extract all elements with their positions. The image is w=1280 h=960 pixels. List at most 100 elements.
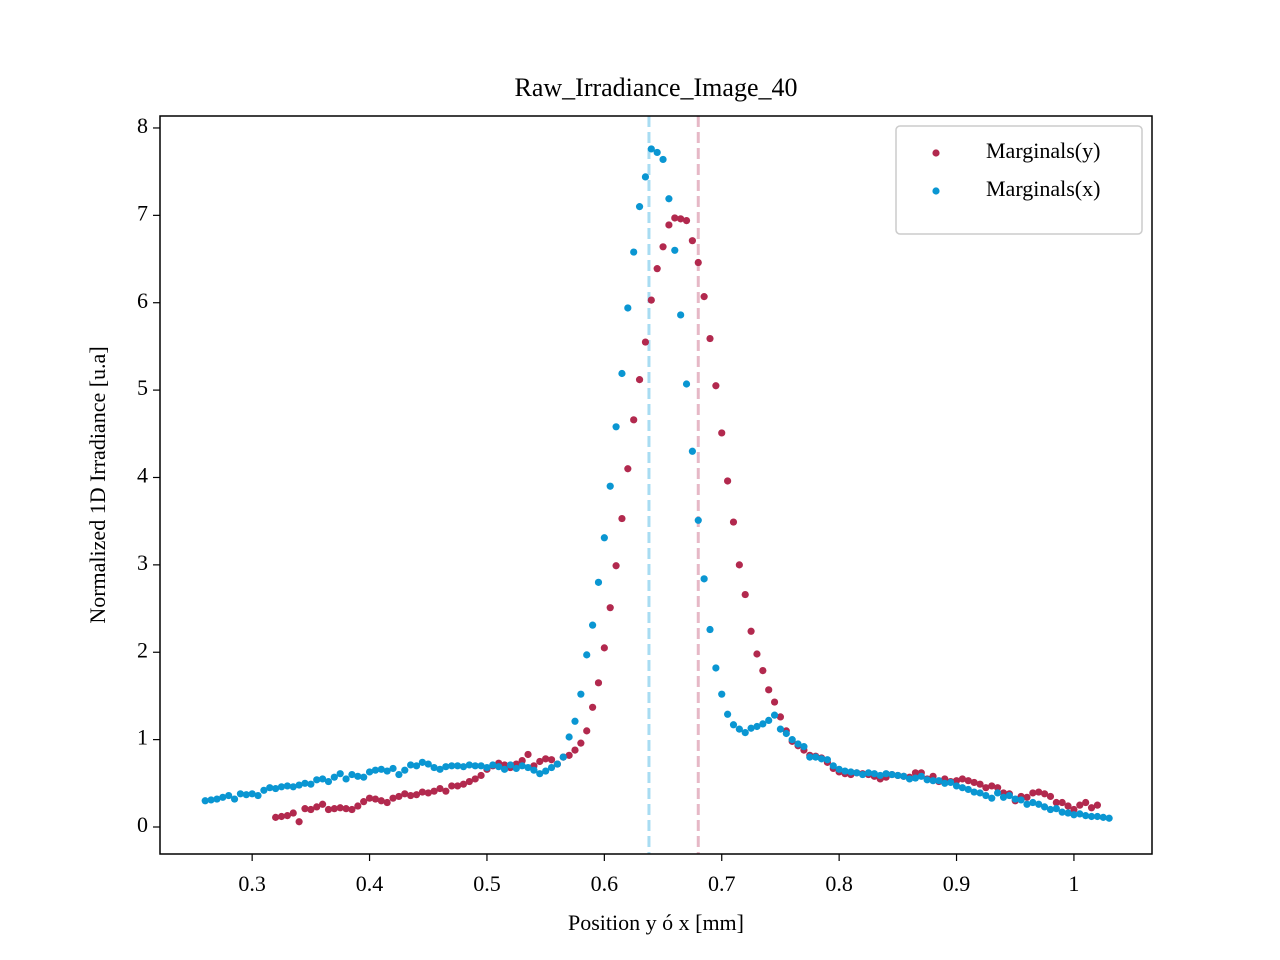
- data-point: [283, 782, 291, 790]
- data-point: [712, 664, 720, 672]
- data-point: [753, 722, 761, 731]
- data-point: [207, 796, 215, 804]
- data-point: [835, 765, 843, 773]
- data-point: [395, 770, 403, 779]
- data-point: [577, 690, 585, 698]
- data-point: [1052, 798, 1060, 807]
- data-point: [753, 650, 761, 658]
- data-point: [371, 766, 380, 774]
- data-point: [847, 768, 855, 776]
- data-point: [765, 716, 773, 724]
- data-point: [583, 727, 591, 735]
- data-point: [641, 173, 650, 181]
- data-point: [583, 651, 591, 659]
- data-point: [982, 791, 990, 800]
- data-point: [712, 382, 720, 390]
- data-point: [1082, 798, 1090, 807]
- y-tick-label: 2: [137, 637, 148, 662]
- data-point: [724, 710, 732, 718]
- data-point: [324, 805, 333, 814]
- data-point: [295, 818, 303, 826]
- data-point: [1105, 814, 1113, 822]
- data-point: [606, 604, 614, 612]
- data-point: [436, 765, 444, 773]
- data-point: [929, 777, 937, 785]
- x-tick-label: 0.5: [473, 871, 501, 896]
- data-point: [477, 771, 485, 780]
- data-point: [741, 729, 749, 737]
- x-tick-label: 0.8: [825, 871, 853, 896]
- data-point: [694, 516, 702, 524]
- data-point: [348, 805, 356, 814]
- data-point: [512, 764, 520, 773]
- data-point: [641, 338, 650, 346]
- data-point: [947, 778, 955, 787]
- legend-label: Marginals(x): [986, 176, 1100, 201]
- data-point: [870, 770, 878, 778]
- data-point: [365, 768, 374, 776]
- data-point: [301, 805, 309, 813]
- data-point: [800, 743, 808, 751]
- data-point: [295, 781, 303, 789]
- data-point: [759, 666, 767, 675]
- data-point: [624, 465, 632, 473]
- data-point: [770, 698, 779, 706]
- data-point: [630, 248, 638, 256]
- data-point: [383, 798, 391, 807]
- data-point: [630, 416, 638, 424]
- data-point: [759, 720, 767, 728]
- data-point: [459, 763, 468, 771]
- data-point: [788, 736, 796, 744]
- x-tick-label: 0.6: [591, 871, 619, 896]
- data-point: [935, 777, 943, 785]
- data-point: [618, 369, 626, 378]
- data-point: [483, 763, 491, 772]
- data-point: [952, 777, 961, 785]
- data-point: [911, 769, 920, 777]
- data-point: [565, 733, 573, 741]
- data-point: [1023, 800, 1031, 808]
- data-point: [536, 757, 544, 766]
- data-point: [729, 721, 738, 729]
- data-point: [542, 767, 550, 775]
- y-tick-label: 5: [137, 375, 148, 400]
- data-point: [571, 717, 579, 725]
- data-point: [318, 800, 327, 808]
- data-point: [277, 783, 286, 791]
- data-point: [794, 740, 802, 748]
- chart-title: Raw_Irradiance_Image_40: [515, 73, 798, 102]
- data-point: [360, 773, 368, 781]
- data-point: [606, 482, 614, 490]
- data-point: [864, 769, 873, 777]
- data-point: [618, 514, 626, 523]
- data-point: [988, 794, 996, 802]
- data-point: [589, 621, 597, 629]
- data-point: [313, 803, 321, 811]
- data-point: [412, 762, 421, 770]
- data-point: [547, 763, 556, 772]
- data-point: [242, 791, 250, 799]
- data-point: [964, 785, 972, 794]
- data-point: [348, 770, 356, 779]
- data-point: [688, 447, 696, 455]
- data-point: [624, 304, 632, 312]
- data-point: [677, 311, 685, 319]
- data-point: [424, 789, 432, 797]
- data-point: [1058, 808, 1066, 816]
- data-point: [1087, 812, 1096, 821]
- y-tick-label: 8: [137, 113, 148, 138]
- data-point: [635, 203, 644, 211]
- data-point: [553, 760, 561, 768]
- data-point: [1076, 810, 1084, 818]
- y-tick-label: 0: [137, 812, 148, 837]
- data-point: [700, 293, 708, 301]
- data-point: [524, 750, 532, 759]
- y-tick-label: 7: [137, 200, 148, 225]
- data-point: [383, 767, 391, 775]
- data-point: [594, 578, 603, 586]
- data-point: [1017, 796, 1025, 804]
- data-point: [923, 776, 931, 784]
- data-point: [518, 756, 526, 765]
- legend-label: Marginals(y): [986, 138, 1100, 163]
- data-point: [659, 155, 667, 164]
